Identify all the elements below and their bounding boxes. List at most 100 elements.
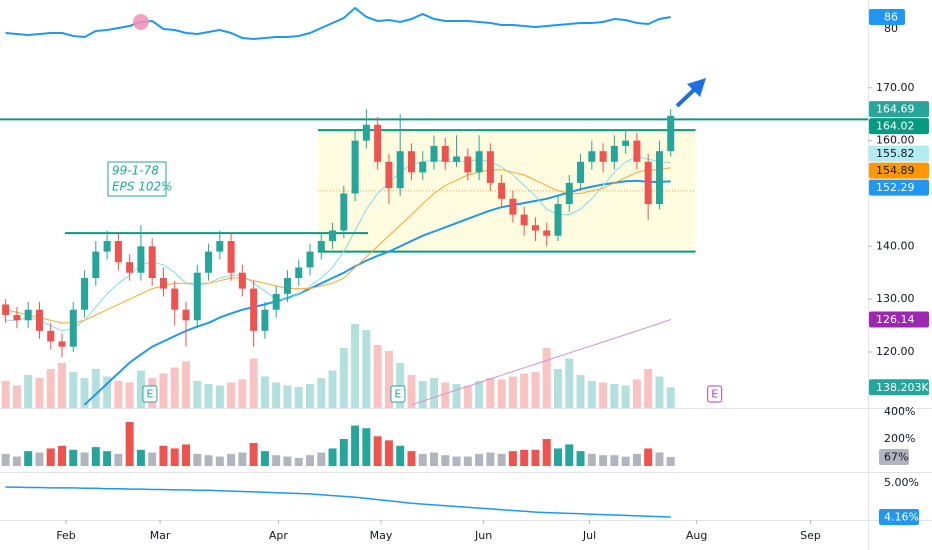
volume-pct-bar — [418, 453, 427, 467]
price-badge-label: 155.82 — [876, 147, 915, 160]
volume-bar — [520, 373, 529, 408]
trend-arrow — [675, 78, 706, 108]
candle-body — [103, 241, 111, 252]
candle-body — [362, 124, 370, 141]
volume-bar — [24, 375, 33, 408]
volume-pct-bar — [497, 453, 506, 467]
volume-bar — [1, 381, 10, 408]
volume-bar — [136, 370, 145, 408]
volume-bar — [610, 384, 619, 408]
volume-bar — [475, 381, 484, 408]
earnings-label: E — [711, 388, 718, 401]
candle-body — [453, 156, 461, 162]
y-tick-label: 170.00 — [876, 81, 915, 94]
earnings-marker — [142, 385, 158, 403]
rs-badge-label: 86 — [884, 11, 898, 24]
volume-bar — [599, 382, 608, 408]
candle-body — [250, 288, 258, 331]
volume-bar — [227, 382, 236, 408]
volume-bar — [80, 378, 89, 408]
moving-average — [411, 319, 671, 406]
volume-bar — [272, 382, 281, 408]
volume-bar — [339, 348, 348, 408]
volume-pct-bar — [384, 440, 393, 467]
rs-line — [5, 6, 671, 41]
candle-body — [509, 198, 517, 215]
price-badge — [869, 118, 929, 135]
rs-highlight — [132, 14, 149, 30]
candle-body — [216, 241, 224, 252]
x-tick-label: Mar — [150, 529, 171, 542]
volume-bar — [91, 369, 100, 408]
candle-body — [340, 193, 348, 231]
candle-body — [114, 241, 122, 263]
rs-tick-label: 80 — [884, 22, 898, 35]
candle-body — [137, 246, 145, 273]
volume-pct-bar — [362, 428, 371, 467]
y-tick-label: 160.00 — [876, 134, 915, 147]
volume-pct-bar — [182, 444, 190, 467]
volume-bar — [204, 384, 213, 408]
volume-bar — [317, 378, 326, 408]
earnings-label: E — [394, 388, 401, 401]
volume-bar — [508, 376, 517, 408]
candle-body — [24, 309, 32, 321]
volume-bar — [170, 367, 179, 408]
volume-bar — [69, 372, 78, 408]
volume-pct-badge — [879, 448, 909, 465]
volume-bar — [554, 369, 562, 408]
volume-pct-bar — [136, 449, 145, 467]
volume-pct-bar — [486, 452, 495, 467]
y-tick-label: 120.00 — [876, 345, 915, 358]
rate-line — [5, 486, 671, 518]
volume-pct-bar — [396, 445, 405, 467]
volume-pct-bar — [576, 451, 585, 467]
volume-pct-bar — [542, 439, 551, 467]
volume-bar — [283, 385, 292, 408]
volume-bar — [12, 385, 21, 408]
x-tick-label: Feb — [56, 529, 75, 542]
candle-body — [182, 309, 190, 321]
volume-bar — [125, 382, 134, 408]
volume-bar — [103, 376, 112, 408]
price-badge-label: 164.69 — [876, 103, 915, 116]
volume-pct-bar — [644, 448, 653, 467]
volume-pct-bar — [317, 452, 326, 467]
arrow-shaft — [675, 86, 698, 108]
candle-body — [599, 151, 607, 162]
price-badge-label: 138.203K — [876, 381, 929, 394]
volume-pct-bar — [114, 453, 123, 467]
volume-pct-bar — [125, 421, 134, 467]
volume-bar — [182, 361, 190, 408]
volume-pct-bar — [430, 452, 438, 467]
volume-pct-bar — [91, 447, 100, 467]
candle-body — [13, 315, 21, 321]
volume-pct-bar — [407, 451, 416, 467]
annotation-text: EPS 102% — [112, 180, 173, 194]
volume-bar — [294, 387, 303, 408]
candle-body — [577, 161, 585, 183]
candle-body — [610, 145, 618, 162]
annotation-box — [107, 161, 167, 197]
candle-body — [329, 230, 337, 242]
volume-pct-bar — [441, 455, 450, 467]
volume-pct-bar — [599, 455, 608, 467]
volume-pct-bar — [58, 445, 66, 467]
volume-bar — [407, 375, 416, 408]
earnings-marker — [707, 385, 723, 403]
volume-bar — [418, 381, 427, 408]
volume-bar — [463, 385, 472, 408]
volume-bar — [193, 381, 202, 408]
volume-bar — [441, 382, 450, 408]
candle-body — [193, 272, 201, 321]
volume-bar — [384, 351, 393, 408]
volume-bar — [362, 330, 371, 408]
volume-pct-bar — [249, 443, 258, 467]
volume-pct-bar — [508, 451, 517, 467]
volume-bar — [655, 376, 664, 408]
volume-pct-bar — [463, 456, 472, 467]
candle-body — [543, 230, 551, 236]
candle-body — [159, 278, 167, 289]
volume-bar — [238, 379, 247, 408]
